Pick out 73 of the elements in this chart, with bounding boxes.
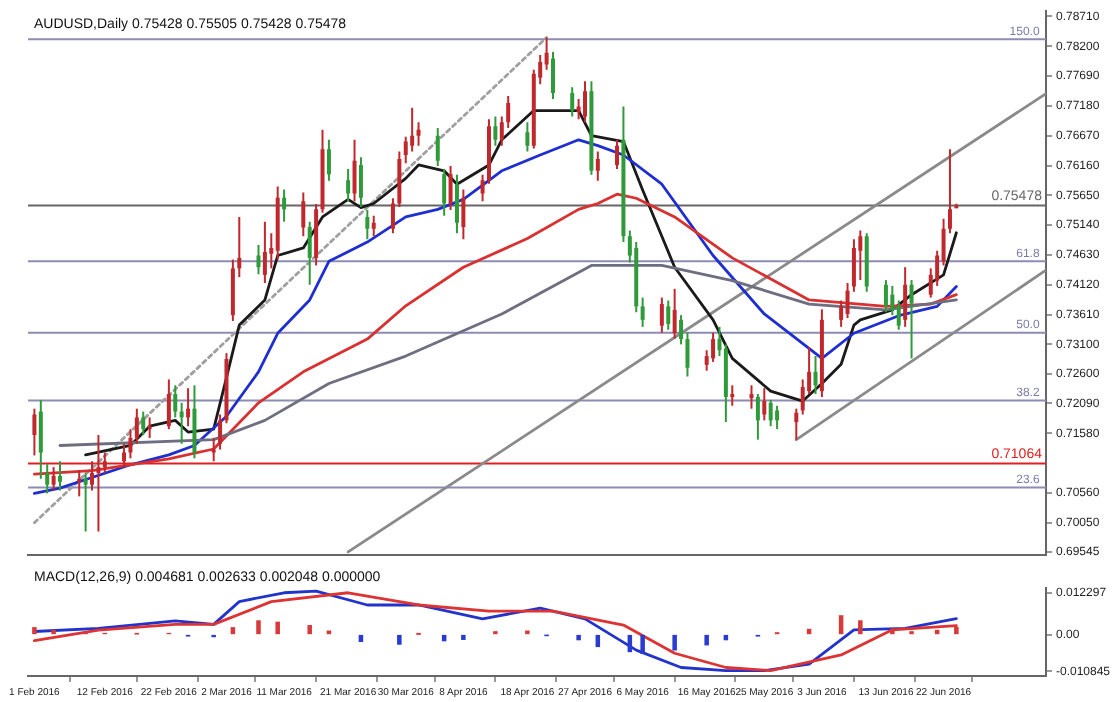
candlestick [903,266,908,328]
candlestick [166,378,171,431]
bar [307,625,312,635]
bar [576,634,581,641]
candlestick [749,384,754,410]
candlestick [32,407,37,457]
candlestick [730,384,735,407]
bar [672,634,677,651]
bar [32,627,37,635]
bar [704,634,709,646]
bar [51,629,56,635]
candlestick [282,188,287,223]
candlestick [461,188,466,241]
candlestick [672,287,677,340]
bar [275,621,280,635]
candlestick [583,80,588,124]
candlestick [883,279,888,314]
candlestick [544,36,549,71]
candlestick [346,168,351,203]
candlestick [147,416,152,439]
candlestick [448,165,453,211]
candlestick [256,244,261,276]
candlestick [134,407,139,445]
candlestick [102,451,107,474]
candlestick [525,121,530,153]
candlestick [813,355,818,396]
candlestick [192,384,197,460]
candlestick [666,299,671,331]
candlestick [768,398,773,428]
candlestick [51,466,56,492]
candlestick [58,460,63,492]
bar [890,628,895,635]
candlestick [141,410,146,436]
candlestick [173,384,178,419]
candlestick [186,387,191,428]
candlestick [775,404,780,431]
candlestick [352,138,357,203]
bar [397,634,402,645]
candlestick [307,220,312,286]
candlestick [615,138,620,171]
candlestick [96,433,101,533]
candlestick [262,220,267,284]
candlestick [442,168,447,217]
candlestick [659,296,664,334]
candlestick [358,156,363,209]
candlestick [595,150,600,182]
candlestick [896,299,901,331]
candlestick [551,51,556,100]
candlestick [794,407,799,441]
bar [461,634,466,640]
candlestick [576,97,581,121]
candlestick [416,121,421,147]
candlestick [301,191,306,238]
candlestick [762,387,767,422]
candlestick [755,393,760,441]
bar [640,634,645,654]
candlestick [365,208,370,241]
candlestick [711,331,716,363]
candlestick [640,296,645,328]
bar [256,620,261,635]
candlestick [77,469,82,498]
candlestick [371,214,376,238]
candlestick [570,86,575,118]
candlestick [326,138,331,182]
candlestick [38,398,43,480]
candlestick [435,127,440,168]
candlestick [493,115,498,147]
candlestick [83,471,88,533]
bar [858,620,863,635]
candlestick [454,173,459,235]
candlestick [128,428,133,460]
candlestick [909,279,914,360]
candlestick [839,299,844,328]
